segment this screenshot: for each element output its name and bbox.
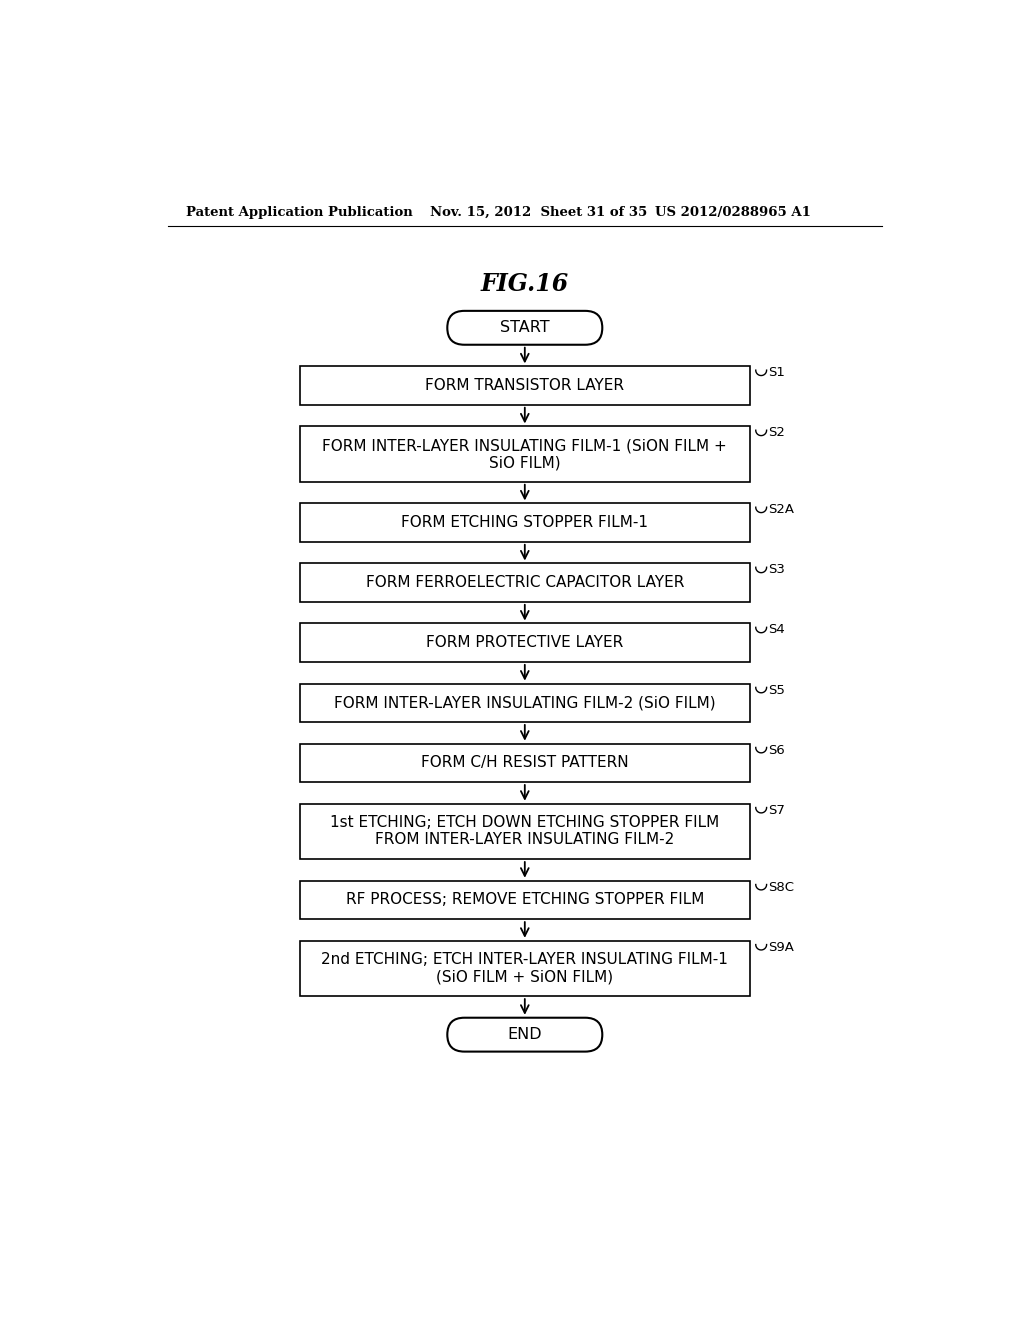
Text: FORM INTER-LAYER INSULATING FILM-2 (SiO FILM): FORM INTER-LAYER INSULATING FILM-2 (SiO … xyxy=(334,696,716,710)
Bar xyxy=(300,426,750,482)
Text: END: END xyxy=(508,1027,542,1043)
Text: (SiO FILM + SiON FILM): (SiO FILM + SiON FILM) xyxy=(436,969,613,985)
Text: FORM INTER-LAYER INSULATING FILM-1 (SiON FILM +: FORM INTER-LAYER INSULATING FILM-1 (SiON… xyxy=(323,438,727,453)
Bar xyxy=(300,564,750,602)
Text: S9A: S9A xyxy=(768,941,794,954)
Text: FORM FERROELECTRIC CAPACITOR LAYER: FORM FERROELECTRIC CAPACITOR LAYER xyxy=(366,576,684,590)
Text: RF PROCESS; REMOVE ETCHING STOPPER FILM: RF PROCESS; REMOVE ETCHING STOPPER FILM xyxy=(346,892,703,907)
Bar xyxy=(300,941,750,997)
Text: FIG.16: FIG.16 xyxy=(480,272,569,297)
Text: SiO FILM): SiO FILM) xyxy=(489,455,560,470)
Text: US 2012/0288965 A1: US 2012/0288965 A1 xyxy=(655,206,811,219)
Bar xyxy=(300,684,750,722)
Text: S3: S3 xyxy=(768,564,785,577)
Text: 2nd ETCHING; ETCH INTER-LAYER INSULATING FILM-1: 2nd ETCHING; ETCH INTER-LAYER INSULATING… xyxy=(322,953,728,968)
FancyBboxPatch shape xyxy=(447,312,602,345)
Text: FORM ETCHING STOPPER FILM-1: FORM ETCHING STOPPER FILM-1 xyxy=(401,515,648,531)
Bar xyxy=(300,503,750,543)
Text: FORM TRANSISTOR LAYER: FORM TRANSISTOR LAYER xyxy=(425,378,625,393)
Text: Nov. 15, 2012  Sheet 31 of 35: Nov. 15, 2012 Sheet 31 of 35 xyxy=(430,206,647,219)
Bar xyxy=(300,804,750,859)
Bar xyxy=(300,623,750,663)
Text: 1st ETCHING; ETCH DOWN ETCHING STOPPER FILM: 1st ETCHING; ETCH DOWN ETCHING STOPPER F… xyxy=(330,816,720,830)
Bar xyxy=(300,880,750,919)
Text: FORM C/H RESIST PATTERN: FORM C/H RESIST PATTERN xyxy=(421,755,629,771)
Text: S2A: S2A xyxy=(768,503,795,516)
Text: FORM PROTECTIVE LAYER: FORM PROTECTIVE LAYER xyxy=(426,635,624,651)
Bar xyxy=(300,367,750,405)
Text: S4: S4 xyxy=(768,623,785,636)
Text: Patent Application Publication: Patent Application Publication xyxy=(186,206,413,219)
Text: START: START xyxy=(500,321,550,335)
Text: FROM INTER-LAYER INSULATING FILM-2: FROM INTER-LAYER INSULATING FILM-2 xyxy=(375,833,675,847)
FancyBboxPatch shape xyxy=(447,1018,602,1052)
Text: S6: S6 xyxy=(768,743,785,756)
Bar xyxy=(300,743,750,781)
Text: S8C: S8C xyxy=(768,880,795,894)
Text: S1: S1 xyxy=(768,367,785,379)
Text: S5: S5 xyxy=(768,684,785,697)
Text: S2: S2 xyxy=(768,426,785,440)
Text: S7: S7 xyxy=(768,804,785,817)
